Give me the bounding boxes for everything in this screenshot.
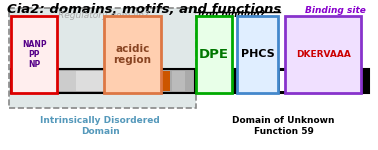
Bar bbox=[76, 71, 139, 91]
Bar bbox=[298, 71, 337, 91]
Bar bbox=[280, 71, 296, 91]
Bar bbox=[11, 69, 195, 93]
Bar bbox=[197, 16, 232, 93]
Bar bbox=[202, 71, 218, 91]
Bar bbox=[11, 16, 57, 93]
Text: Domain of Unknown
Function 59: Domain of Unknown Function 59 bbox=[232, 116, 335, 136]
Text: Binding site
for Cia1: Binding site for Cia1 bbox=[305, 6, 366, 25]
Bar bbox=[39, 71, 76, 91]
Text: DKERVAAA: DKERVAAA bbox=[296, 50, 351, 59]
Bar bbox=[197, 69, 369, 93]
Bar bbox=[239, 71, 259, 91]
Text: Cia2: domains, motifs, and functions: Cia2: domains, motifs, and functions bbox=[8, 3, 282, 16]
Text: Intrinsically Disordered
Domain: Intrinsically Disordered Domain bbox=[40, 116, 160, 136]
Text: NANP
PP
NP: NANP PP NP bbox=[22, 39, 46, 69]
Bar bbox=[172, 71, 185, 91]
Bar bbox=[9, 8, 197, 108]
Bar bbox=[104, 16, 161, 93]
Text: acidic
region: acidic region bbox=[113, 44, 152, 65]
Text: DPE: DPE bbox=[199, 48, 229, 61]
Bar bbox=[150, 71, 170, 91]
Text: PHCS: PHCS bbox=[241, 49, 274, 59]
Bar bbox=[18, 71, 26, 91]
Bar bbox=[237, 16, 278, 93]
Text: iron binding?: iron binding? bbox=[198, 10, 265, 19]
Bar bbox=[285, 16, 361, 93]
Text: Regulatory domain?: Regulatory domain? bbox=[59, 11, 149, 20]
